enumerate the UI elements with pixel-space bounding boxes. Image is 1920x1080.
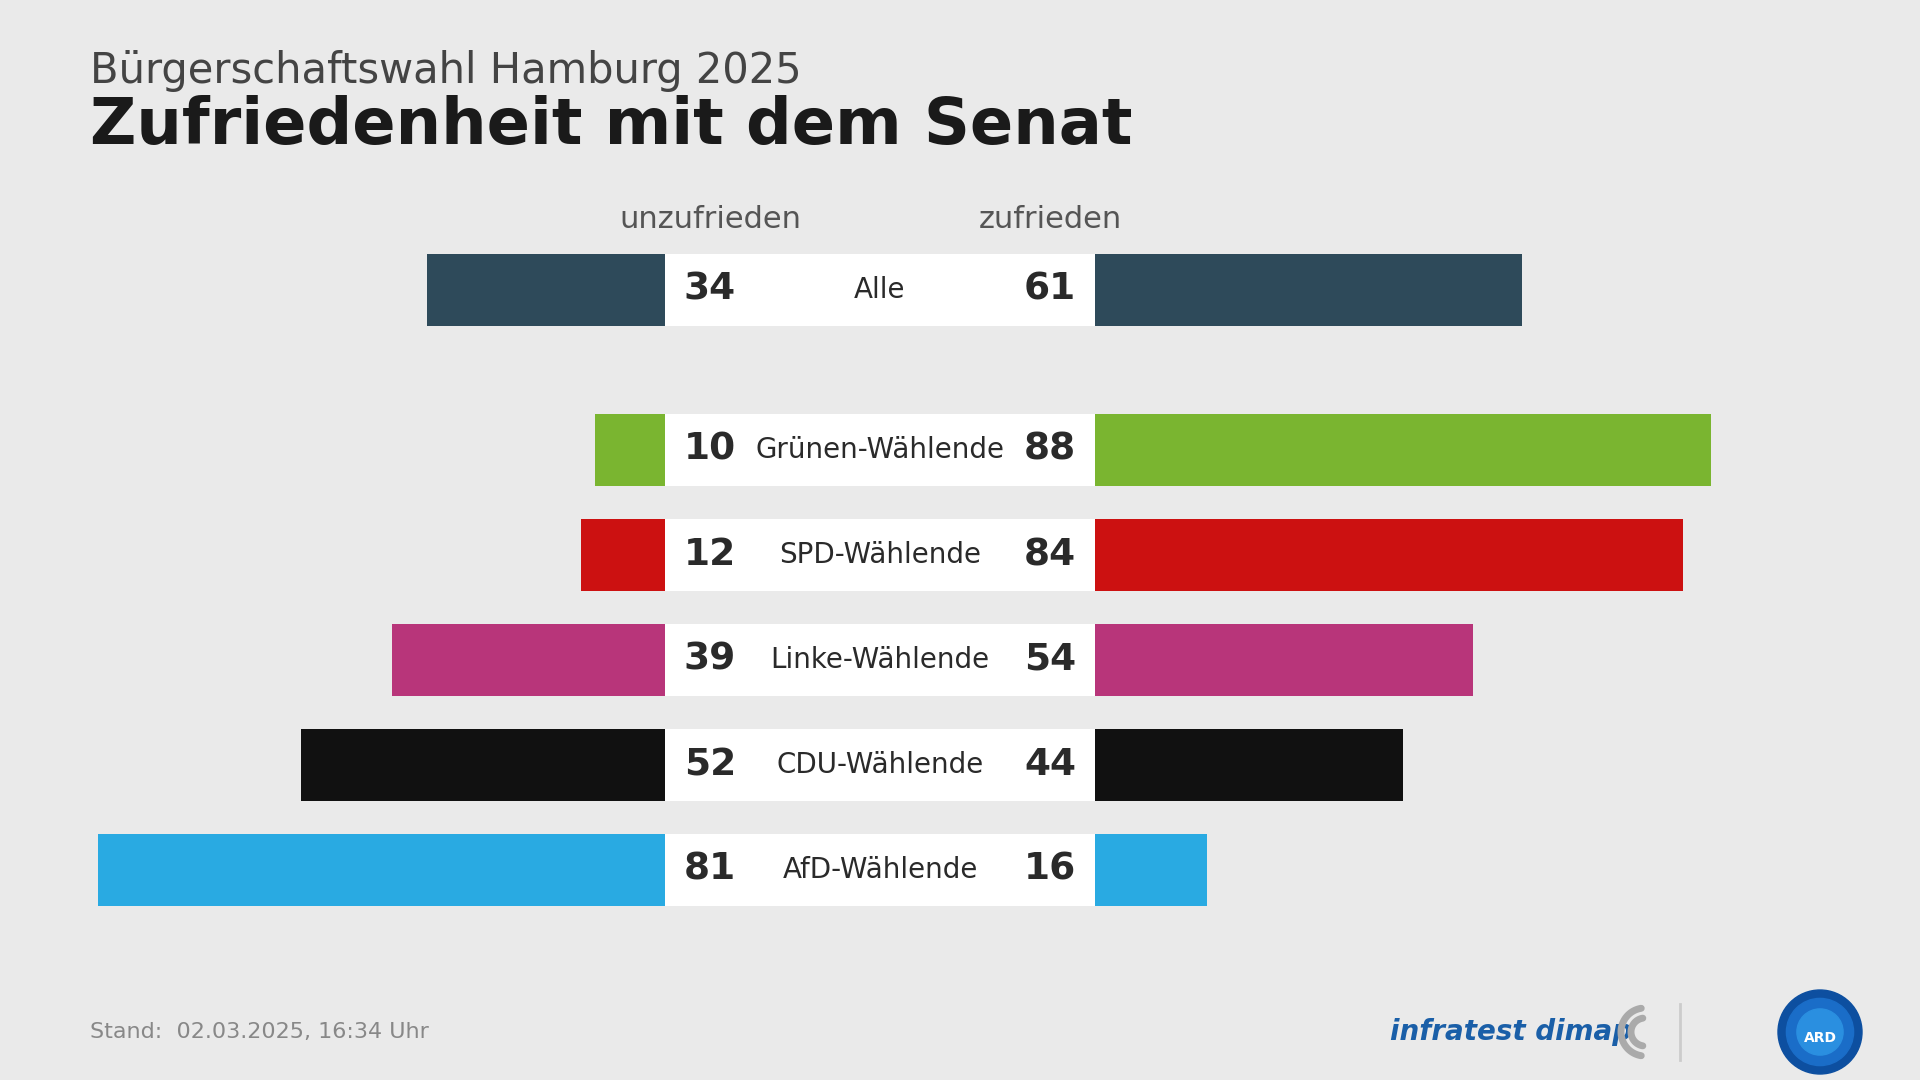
FancyBboxPatch shape bbox=[755, 254, 1004, 326]
FancyBboxPatch shape bbox=[664, 624, 755, 696]
FancyBboxPatch shape bbox=[426, 254, 664, 326]
Text: Stand:  02.03.2025, 16:34 Uhr: Stand: 02.03.2025, 16:34 Uhr bbox=[90, 1022, 428, 1042]
Text: Zufriedenheit mit dem Senat: Zufriedenheit mit dem Senat bbox=[90, 95, 1133, 157]
FancyBboxPatch shape bbox=[1004, 254, 1094, 326]
FancyBboxPatch shape bbox=[664, 414, 755, 486]
FancyBboxPatch shape bbox=[664, 834, 755, 906]
FancyBboxPatch shape bbox=[1094, 414, 1711, 486]
FancyBboxPatch shape bbox=[1004, 414, 1094, 486]
Text: Bürgerschaftswahl Hamburg 2025: Bürgerschaftswahl Hamburg 2025 bbox=[90, 50, 803, 92]
FancyBboxPatch shape bbox=[98, 834, 664, 906]
FancyBboxPatch shape bbox=[1004, 834, 1094, 906]
Text: SPD-Wählende: SPD-Wählende bbox=[780, 541, 981, 569]
FancyBboxPatch shape bbox=[392, 624, 664, 696]
Text: Linke-Wählende: Linke-Wählende bbox=[770, 646, 989, 674]
FancyBboxPatch shape bbox=[582, 519, 664, 591]
FancyBboxPatch shape bbox=[755, 414, 1004, 486]
Text: unzufrieden: unzufrieden bbox=[618, 205, 801, 234]
FancyBboxPatch shape bbox=[1094, 254, 1523, 326]
FancyBboxPatch shape bbox=[1004, 729, 1094, 801]
Text: 44: 44 bbox=[1023, 747, 1075, 783]
Text: 39: 39 bbox=[684, 642, 735, 678]
Text: Grünen-Wählende: Grünen-Wählende bbox=[755, 436, 1004, 464]
Text: CDU-Wählende: CDU-Wählende bbox=[776, 751, 983, 779]
Circle shape bbox=[1778, 990, 1862, 1074]
FancyBboxPatch shape bbox=[755, 834, 1004, 906]
Text: 81: 81 bbox=[684, 852, 735, 888]
FancyBboxPatch shape bbox=[755, 519, 1004, 591]
Text: infratest dimap: infratest dimap bbox=[1390, 1018, 1632, 1047]
FancyBboxPatch shape bbox=[301, 729, 664, 801]
FancyBboxPatch shape bbox=[664, 729, 755, 801]
FancyBboxPatch shape bbox=[1094, 519, 1684, 591]
Text: zufrieden: zufrieden bbox=[979, 205, 1121, 234]
Text: 10: 10 bbox=[684, 432, 735, 468]
Text: 12: 12 bbox=[684, 537, 735, 573]
Circle shape bbox=[1797, 1009, 1843, 1055]
Text: ARD: ARD bbox=[1803, 1031, 1837, 1045]
Text: Alle: Alle bbox=[854, 276, 906, 303]
FancyBboxPatch shape bbox=[664, 254, 755, 326]
Text: 61: 61 bbox=[1023, 272, 1075, 308]
Text: 16: 16 bbox=[1023, 852, 1075, 888]
FancyBboxPatch shape bbox=[755, 624, 1004, 696]
FancyBboxPatch shape bbox=[755, 729, 1004, 801]
FancyBboxPatch shape bbox=[664, 519, 755, 591]
FancyBboxPatch shape bbox=[1094, 729, 1404, 801]
Text: 54: 54 bbox=[1023, 642, 1075, 678]
Text: 88: 88 bbox=[1023, 432, 1075, 468]
FancyBboxPatch shape bbox=[1094, 624, 1473, 696]
FancyBboxPatch shape bbox=[595, 414, 664, 486]
FancyBboxPatch shape bbox=[1004, 519, 1094, 591]
Text: 84: 84 bbox=[1023, 537, 1075, 573]
Text: 52: 52 bbox=[684, 747, 735, 783]
FancyBboxPatch shape bbox=[1094, 834, 1208, 906]
FancyBboxPatch shape bbox=[1004, 624, 1094, 696]
Text: 34: 34 bbox=[684, 272, 735, 308]
Text: AfD-Wählende: AfD-Wählende bbox=[781, 856, 977, 885]
Circle shape bbox=[1786, 998, 1853, 1066]
